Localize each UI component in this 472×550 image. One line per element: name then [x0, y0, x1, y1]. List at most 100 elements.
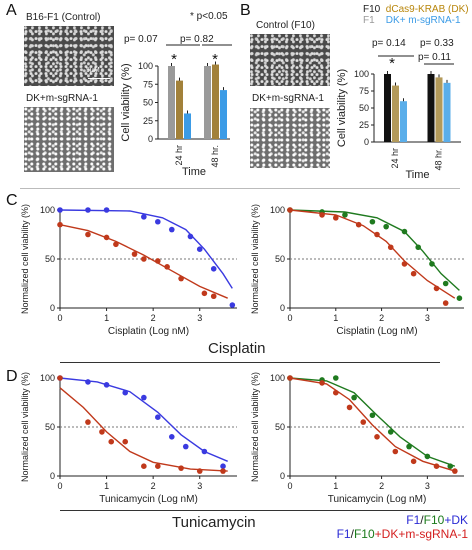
data-point [456, 295, 463, 301]
data-point [187, 233, 194, 240]
y-axis-label: Cell viability (%) [120, 63, 132, 141]
data-point [99, 429, 105, 435]
dose-curve-d2: 0 50 100 0 1 2 3 Normalized cell viability (%) T… [250, 372, 464, 505]
y-tick-label: 100 [270, 373, 285, 383]
bar [427, 74, 435, 142]
panel-b-bottom-image-label: DK+m-sgRNA-1 [252, 93, 324, 104]
data-point [201, 448, 208, 455]
microscopy-image-a-control [24, 26, 114, 86]
data-point [374, 231, 380, 238]
data-point [103, 207, 110, 213]
data-point [401, 261, 408, 267]
data-point [201, 290, 208, 297]
data-point [155, 414, 161, 420]
data-point [141, 394, 147, 401]
data-point [122, 438, 129, 445]
legend-label-dk: dCas9-KRAB (DK) [385, 4, 469, 15]
data-point [85, 379, 91, 385]
x-tick-label: 0 [287, 481, 292, 491]
dose-curve-c2: 0 50 100 0 1 2 3 Normalized cell viability (%) C… [250, 204, 464, 337]
panel-letter-b: B [240, 2, 251, 19]
y-tick-label: 100 [40, 373, 55, 383]
y-tick-label: 75 [143, 79, 153, 89]
data-point [332, 215, 339, 221]
legend-b-row-1: F10 dCas9-KRAB (DK) [363, 4, 469, 15]
y-tick-label: 100 [354, 69, 369, 79]
x-tick-label: 2 [379, 481, 384, 491]
legend-segment: F10 [423, 513, 445, 527]
y-tick-label: 100 [270, 205, 285, 215]
panel-letter-a: A [6, 2, 17, 19]
data-point [383, 223, 389, 230]
bar [220, 90, 227, 139]
data-point [220, 463, 226, 469]
microscopy-image-b-control [250, 34, 330, 86]
x-axis-label: Cisplatin (Log nM) [108, 326, 189, 337]
data-point [141, 463, 147, 469]
data-point [168, 226, 175, 233]
x-tick-label: 1 [104, 481, 109, 491]
data-point [342, 212, 348, 218]
data-point [155, 258, 161, 264]
y-tick-label: 100 [40, 205, 55, 215]
bar [176, 80, 183, 139]
data-point [424, 453, 431, 460]
x-tick-label: 0 [57, 481, 62, 491]
data-point [355, 221, 362, 228]
panel-letter-d: D [6, 368, 18, 385]
data-point [196, 246, 203, 252]
legend-key-f1: F1 [363, 15, 375, 26]
data-point [122, 389, 129, 396]
significance-star: * [171, 51, 177, 68]
data-point [229, 302, 236, 308]
drug-label-cisplatin: Cisplatin [208, 340, 266, 357]
y-tick-label: 25 [143, 116, 153, 126]
bar [435, 77, 443, 142]
data-point [57, 207, 63, 213]
x-tick-label: 0 [287, 313, 292, 323]
x-tick-label: 3 [425, 313, 430, 323]
data-point [220, 468, 226, 474]
data-point [387, 429, 394, 435]
bar [400, 101, 407, 142]
data-point [442, 300, 449, 306]
bar [184, 113, 191, 139]
data-point [433, 463, 440, 469]
y-tick-label: 100 [138, 61, 153, 71]
drug-label-tunicamycin: Tunicamycin [172, 514, 256, 531]
divider-3 [60, 510, 440, 511]
x-tick-label: 1 [333, 481, 338, 491]
y-tick-label: 0 [364, 137, 369, 147]
data-point [332, 375, 339, 381]
data-point [387, 244, 394, 251]
data-point [433, 285, 440, 292]
data-point [360, 419, 367, 425]
scale-label: 5μM [86, 67, 100, 74]
data-point [319, 212, 325, 218]
bar [384, 74, 391, 142]
data-point [429, 261, 435, 267]
p-value-label: p= 0.11 [418, 52, 451, 63]
data-point [452, 468, 458, 474]
legend-segment: F1 [406, 513, 421, 527]
dose-curve-d1: 0 50 100 0 1 2 3 Normalized cell viability (%) T… [20, 372, 237, 505]
data-point [57, 375, 63, 381]
fit-curve [289, 377, 456, 467]
x-axis-label: Time [182, 166, 206, 178]
bar [204, 66, 211, 139]
data-point [401, 228, 408, 235]
x-tick-label: 3 [197, 481, 202, 491]
divider-1 [20, 188, 460, 189]
legend-segment: +DK [444, 513, 468, 527]
p-value-label: p= 0.33 [420, 38, 454, 49]
x-tick-label: 48 hr. [434, 148, 444, 171]
bottom-legend-line-1: F1/F10+DK [300, 513, 468, 527]
x-tick-label: 1 [333, 313, 338, 323]
bottom-legend: F1/F10+DK F1/F10+DK+m-sgRNA-1 [300, 513, 468, 541]
data-point [287, 375, 293, 381]
bar-chart-a: 0 25 50 75 100 Cell viability (%) 24 hr 48 hr. T… [120, 34, 232, 178]
bar [392, 85, 399, 142]
y-tick-label: 50 [45, 254, 55, 264]
data-point [85, 207, 91, 213]
panel-a-bottom-image-label: DK+m-sgRNA-1 [26, 93, 98, 104]
